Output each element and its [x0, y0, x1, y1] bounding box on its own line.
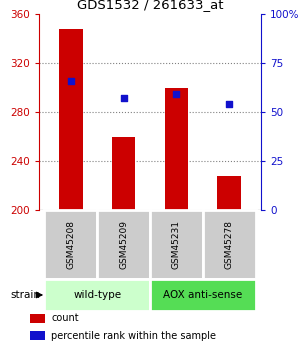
Title: GDS1532 / 261633_at: GDS1532 / 261633_at: [77, 0, 223, 11]
Bar: [30, 331, 45, 340]
Bar: [150, 210, 203, 279]
Bar: [97, 210, 150, 279]
Text: GSM45208: GSM45208: [66, 220, 75, 269]
Text: wild-type: wild-type: [73, 290, 121, 300]
Text: strain: strain: [11, 290, 40, 300]
Bar: [150, 279, 256, 311]
Text: percentile rank within the sample: percentile rank within the sample: [51, 331, 216, 341]
Point: [174, 92, 179, 97]
Point: [227, 101, 232, 107]
Text: GSM45209: GSM45209: [119, 220, 128, 269]
Point: [121, 96, 126, 101]
Text: count: count: [51, 314, 79, 323]
Bar: [59, 29, 82, 210]
Text: GSM45278: GSM45278: [225, 220, 234, 269]
Bar: [30, 314, 45, 323]
Bar: [44, 210, 97, 279]
Bar: [203, 210, 256, 279]
Point: [68, 78, 73, 83]
Bar: [44, 279, 150, 311]
Text: AOX anti-sense: AOX anti-sense: [163, 290, 242, 300]
Bar: [112, 137, 136, 210]
Text: GSM45231: GSM45231: [172, 220, 181, 269]
Bar: [218, 176, 241, 210]
Bar: [164, 88, 188, 210]
